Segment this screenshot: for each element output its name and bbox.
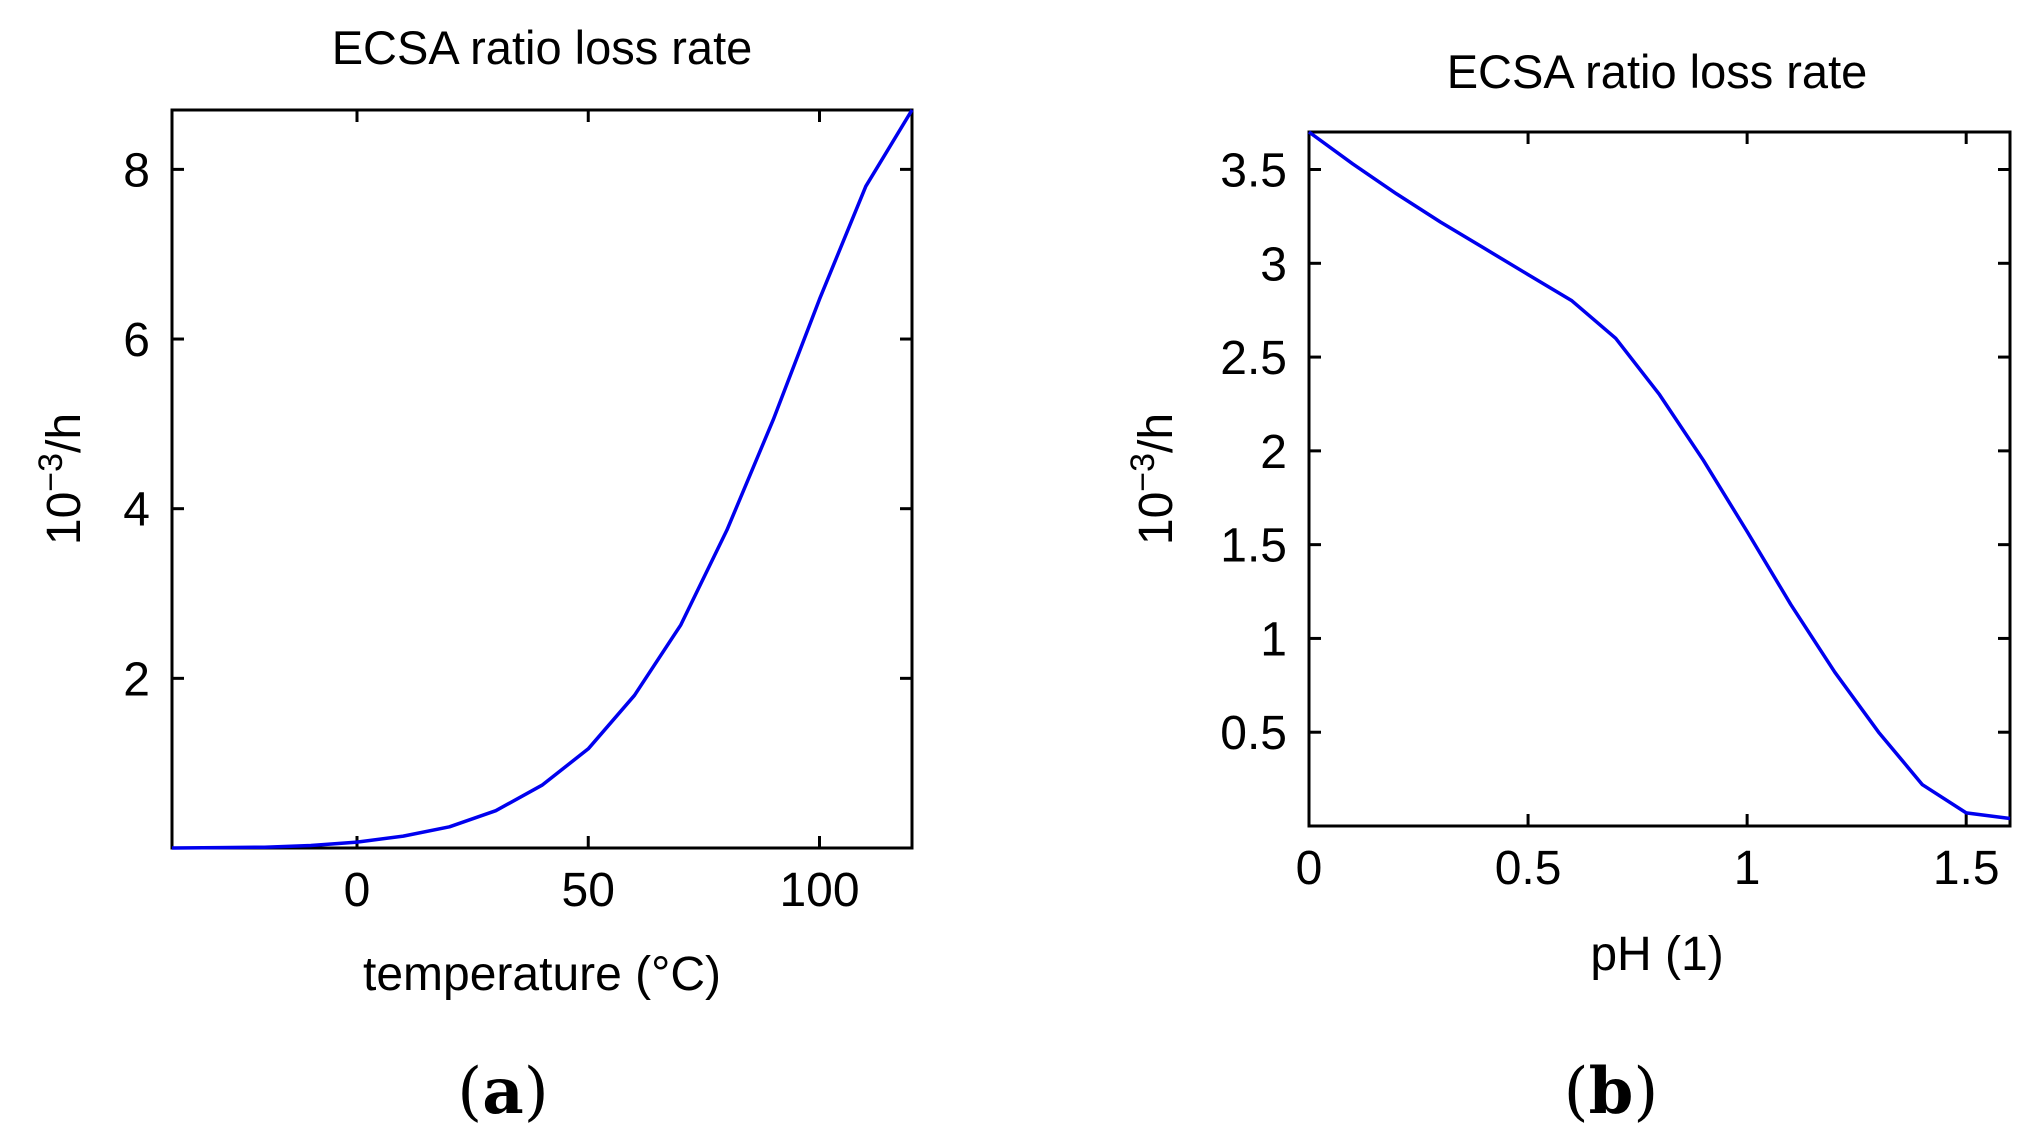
panel-a-subcaption-letter: a [482,1054,523,1129]
panel-b-ytick-label: 3 [1260,238,1287,291]
panel-a-xtick-label: 50 [562,864,615,917]
panel-a-series-line [171,109,914,850]
panel-b-ytick-label: 1.5 [1220,520,1287,573]
panel-b-title: ECSA ratio loss rate [1447,45,1868,98]
panel-a: ECSA ratio loss rate 0 50 100 2 4 6 8 temperat… [32,21,914,1129]
panel-a-ylabel-base: 10 [38,492,91,545]
panel-b-ytick-label: 2 [1260,426,1287,479]
panel-b-series-line [1307,130,2011,821]
panel-b: ECSA ratio loss rate 0 0.5 1 1.5 0.5 1 1.5 2 2.5… [1124,45,2012,1129]
panel-b-xtick-label: 0.5 [1495,842,1562,895]
panel-b-axes-box [1307,130,2012,828]
panel-a-subcaption: (a) [457,1054,548,1129]
panel-a-ylabel: 10−3/h [32,413,91,545]
panel-a-ticks: 0 50 100 2 4 6 8 [123,110,912,917]
panel-b-xtick-label: 0 [1296,842,1323,895]
panel-a-title: ECSA ratio loss rate [332,21,753,74]
panel-b-ytick-label: 3.5 [1220,145,1287,198]
panel-b-ylabel: 10−3/h [1124,413,1183,545]
panel-a-ylabel-unit: /h [38,413,91,453]
panel-a-xtick-label: 100 [779,864,859,917]
panel-a-ytick-label: 8 [123,144,150,197]
panel-b-xtick-label: 1.5 [1933,842,2000,895]
panel-b-ylabel-exp: −3 [1124,453,1162,492]
panel-b-subcaption: (b) [1564,1054,1659,1129]
panel-a-ylabel-exp: −3 [32,453,70,492]
panel-b-xlabel: pH (1) [1590,928,1723,981]
panel-a-ytick-label: 6 [123,314,150,367]
panel-b-ytick-label: 2.5 [1220,332,1287,385]
panel-b-ytick-label: 0.5 [1220,707,1287,760]
panel-a-ytick-label: 4 [123,484,150,537]
panel-a-xtick-label: 0 [344,864,371,917]
panel-b-ylabel-base: 10 [1130,492,1183,545]
panel-b-ytick-label: 1 [1260,613,1287,666]
panel-a-xlabel: temperature (°C) [363,948,721,1001]
panel-b-xtick-label: 1 [1734,842,1761,895]
panel-a-axes-box [170,108,914,850]
panel-b-ticks: 0 0.5 1 1.5 0.5 1 1.5 2 2.5 3 3.5 [1220,132,2010,895]
panel-b-ylabel-unit: /h [1130,413,1183,453]
panel-b-subcaption-letter: b [1589,1054,1634,1129]
panel-a-ytick-label: 2 [123,653,150,706]
